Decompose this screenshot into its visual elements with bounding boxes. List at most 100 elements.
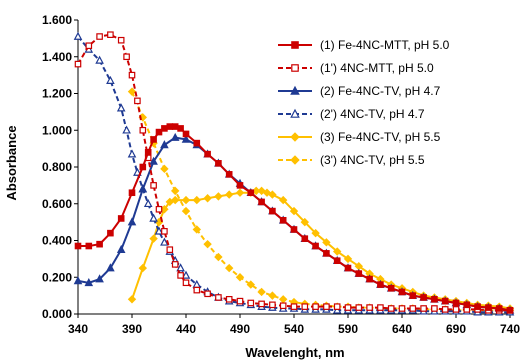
data-point: [290, 85, 300, 95]
y-tick-label: 0.400: [42, 234, 72, 248]
data-point: [215, 160, 222, 167]
x-tick-label: 590: [338, 322, 358, 336]
data-point: [214, 192, 223, 201]
data-point: [144, 149, 152, 156]
y-tick-label: 0.600: [42, 197, 72, 211]
data-point: [116, 103, 126, 112]
x-tick-label: 390: [122, 322, 142, 336]
data-point: [506, 307, 514, 314]
legend-entry-5: (3) Fe-4NC-TV, pH 5.5: [278, 130, 441, 144]
data-point: [181, 206, 191, 216]
data-point: [117, 36, 125, 44]
series-line: [131, 189, 511, 310]
data-point: [291, 41, 299, 49]
data-point: [85, 242, 93, 250]
data-point: [155, 128, 163, 136]
data-point: [203, 239, 212, 249]
data-point: [139, 163, 147, 171]
data-point: [143, 198, 153, 208]
data-point: [431, 305, 438, 312]
data-point: [215, 294, 222, 301]
x-tick-label: 690: [446, 322, 466, 336]
data-point: [312, 303, 319, 310]
data-point: [301, 303, 309, 310]
legend: (1) Fe-4NC-MTT, pH 5.0 (1') 4NC-MTT, pH 5…: [270, 30, 510, 190]
data-point: [312, 242, 319, 250]
x-tick-label: 640: [392, 322, 412, 336]
data-point: [106, 75, 115, 84]
data-point: [420, 294, 427, 301]
series-line: [77, 35, 510, 314]
data-point: [225, 171, 233, 178]
data-point: [301, 235, 309, 242]
data-point: [203, 194, 212, 203]
data-point: [236, 182, 244, 189]
data-point: [181, 134, 191, 143]
data-point: [170, 132, 180, 141]
data-point: [290, 108, 300, 118]
data-point: [176, 263, 185, 272]
data-point: [74, 60, 82, 68]
data-point: [127, 295, 137, 304]
data-point: [73, 276, 83, 285]
data-point: [289, 206, 299, 216]
data-point: [398, 305, 406, 312]
data-point: [474, 303, 481, 310]
data-point: [279, 302, 287, 310]
data-point: [177, 272, 184, 279]
data-point: [177, 125, 184, 132]
data-point: [192, 225, 202, 234]
data-point: [138, 263, 148, 273]
y-tick-label: 0.200: [42, 270, 72, 284]
y-tick-label: 1.200: [42, 87, 72, 101]
data-point: [127, 87, 137, 96]
y-tick-label: 0.800: [42, 160, 72, 174]
data-point: [149, 213, 158, 222]
axes: 0.000 0.200 0.400 0.600 0.800 1.000 1.200 1.400…: [42, 13, 520, 336]
data-point: [107, 31, 114, 39]
legend-label: (2) Fe-4NC-TV, pH 4.7: [320, 84, 441, 98]
data-point: [96, 240, 103, 248]
data-point: [117, 215, 125, 222]
data-point: [387, 284, 395, 292]
data-point: [150, 136, 157, 143]
data-point: [139, 126, 147, 134]
data-point: [170, 195, 180, 205]
data-point: [463, 301, 471, 309]
data-point: [106, 263, 115, 272]
x-tick-label: 490: [230, 322, 250, 336]
data-point: [291, 64, 299, 72]
data-point: [258, 300, 265, 308]
data-point: [355, 304, 363, 311]
data-point: [193, 139, 201, 147]
data-point: [366, 275, 373, 283]
data-point: [160, 164, 169, 174]
data-point: [150, 182, 157, 189]
x-tick-label: 740: [500, 322, 520, 336]
data-point: [182, 279, 190, 287]
data-point: [161, 228, 168, 235]
data-point: [246, 280, 256, 289]
series-layer: [73, 31, 515, 316]
data-point: [236, 297, 244, 305]
data-point: [344, 264, 352, 272]
data-point: [149, 234, 158, 243]
data-point: [224, 190, 234, 199]
legend-entry-6: (3') 4NC-TV, pH 5.5: [278, 153, 425, 167]
data-point: [344, 304, 352, 311]
legend-label: (1') 4NC-MTT, pH 5.0: [320, 61, 434, 75]
data-point: [235, 273, 245, 282]
data-point: [225, 296, 233, 303]
data-point: [182, 130, 190, 138]
data-point: [343, 254, 353, 264]
data-point: [300, 217, 310, 227]
data-point: [128, 71, 136, 79]
legend-entry-3: (2) Fe-4NC-TV, pH 4.7: [278, 84, 441, 98]
data-point: [452, 306, 460, 313]
data-point: [387, 305, 395, 312]
data-point: [95, 55, 104, 64]
data-point: [366, 304, 373, 311]
x-tick-label: 540: [284, 322, 304, 336]
data-point: [377, 281, 384, 288]
series-2: [74, 31, 514, 314]
